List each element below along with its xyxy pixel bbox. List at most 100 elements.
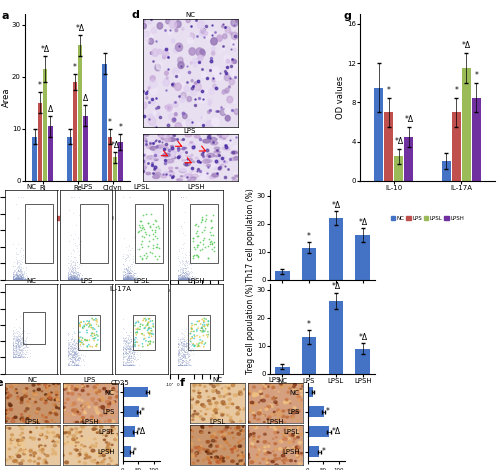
Point (124, 274, 132, 281)
Circle shape (204, 164, 206, 165)
Point (121, 344, 129, 352)
Point (68, 352, 76, 360)
Circle shape (148, 114, 153, 120)
Point (124, 275, 132, 283)
Point (14, 348, 22, 355)
Point (180, 274, 188, 281)
Point (74, 272, 82, 279)
Point (12, 333, 20, 340)
Point (70, 348, 78, 356)
Point (67, 273, 75, 281)
Point (180, 272, 188, 280)
Circle shape (264, 422, 265, 423)
Point (18, 269, 25, 277)
Point (18, 334, 26, 341)
Point (182, 343, 190, 350)
Bar (122, 426, 135, 437)
Point (11, 275, 19, 282)
Point (66, 354, 74, 361)
Point (126, 354, 134, 361)
Point (66, 274, 74, 282)
Circle shape (54, 385, 57, 387)
Point (21, 274, 29, 282)
Point (10, 275, 18, 283)
Point (184, 352, 192, 360)
Point (9, 338, 17, 345)
Circle shape (41, 398, 44, 400)
Point (180, 360, 188, 368)
Circle shape (249, 433, 252, 436)
Point (20, 344, 28, 352)
Point (120, 274, 128, 282)
Point (16, 272, 24, 279)
Point (184, 355, 192, 362)
Point (66, 275, 74, 283)
Point (126, 264, 134, 272)
Point (176, 344, 184, 351)
Point (9, 268, 17, 276)
Circle shape (91, 449, 95, 452)
Point (123, 275, 131, 283)
Point (182, 342, 190, 349)
Point (9, 342, 17, 349)
Point (17, 341, 25, 348)
Point (179, 351, 187, 358)
Circle shape (94, 407, 98, 408)
Point (174, 355, 182, 363)
Point (82, 337, 90, 345)
Circle shape (214, 457, 216, 458)
Title: LPS: LPS (84, 376, 96, 383)
Circle shape (68, 386, 70, 388)
Point (178, 275, 186, 283)
Circle shape (223, 448, 226, 450)
Point (69, 271, 77, 279)
Circle shape (233, 48, 236, 52)
Circle shape (156, 112, 160, 116)
Point (188, 325, 196, 332)
Text: e: e (0, 378, 2, 388)
Circle shape (34, 392, 35, 393)
Point (68, 337, 76, 344)
Point (182, 269, 190, 276)
Point (176, 351, 184, 358)
Point (178, 356, 186, 364)
Point (128, 361, 136, 368)
Circle shape (92, 400, 94, 401)
Point (19, 265, 27, 272)
Point (16, 353, 24, 361)
Point (10, 339, 18, 346)
Point (124, 347, 132, 355)
Point (180, 275, 188, 283)
Point (120, 264, 128, 272)
Circle shape (32, 399, 34, 400)
Circle shape (102, 388, 106, 390)
Point (12, 274, 20, 282)
Point (12, 270, 20, 278)
Point (127, 337, 135, 345)
Circle shape (230, 428, 232, 429)
Point (68, 330, 76, 337)
Point (10, 258, 18, 266)
Point (126, 262, 134, 269)
Point (12, 274, 20, 282)
Point (127, 275, 135, 283)
Point (182, 358, 190, 365)
Point (9, 275, 17, 283)
Point (70, 351, 78, 359)
Circle shape (284, 401, 288, 404)
Point (16, 337, 24, 344)
Point (184, 257, 192, 265)
Point (180, 351, 188, 358)
Point (68, 352, 76, 359)
Point (78, 275, 86, 282)
Point (178, 360, 186, 367)
Point (70, 261, 78, 268)
Point (178, 275, 186, 283)
Point (14, 271, 22, 279)
Point (176, 346, 184, 354)
Circle shape (78, 439, 81, 440)
Circle shape (30, 431, 32, 433)
Point (14, 332, 22, 340)
Circle shape (198, 150, 200, 152)
Point (16, 329, 24, 337)
